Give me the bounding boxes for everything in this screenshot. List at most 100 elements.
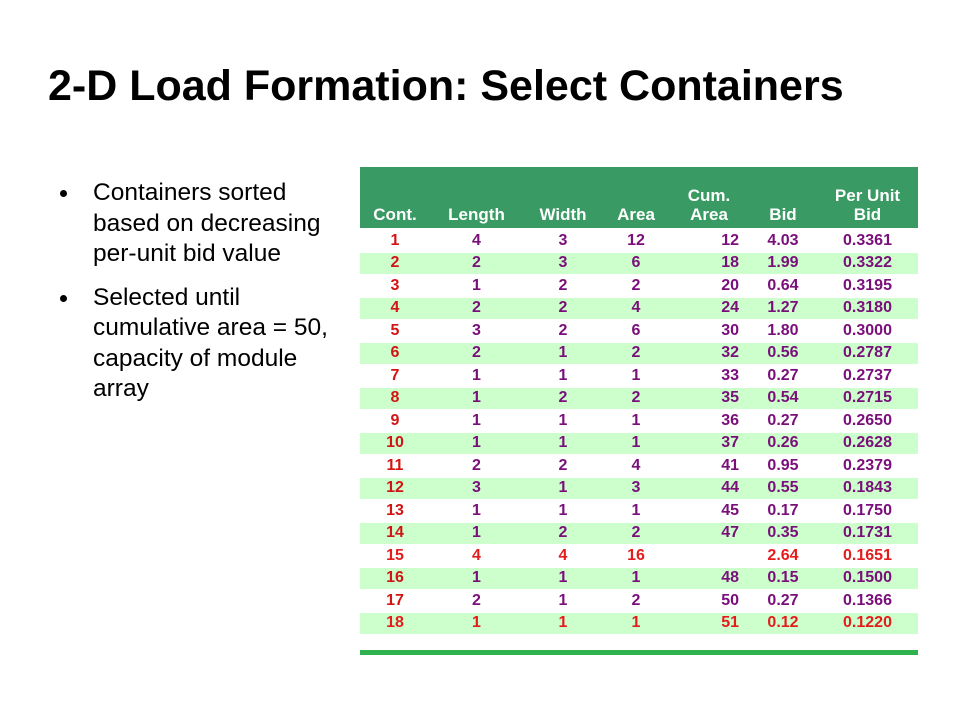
cell-area: 2 xyxy=(603,387,669,410)
cell-width: 2 xyxy=(523,387,603,410)
cell-cont: 1 xyxy=(360,230,430,253)
cell-per-unit-bid: 0.1651 xyxy=(817,545,918,568)
table-row: 3 1 2 2 20 0.64 0.3195 xyxy=(360,275,918,298)
header-width: Width xyxy=(523,167,603,230)
table-row: 1 4 3 12 12 4.03 0.3361 xyxy=(360,230,918,253)
cell-length: 1 xyxy=(430,365,523,388)
cell-length: 1 xyxy=(430,275,523,298)
cell-width: 1 xyxy=(523,612,603,635)
cell-width: 3 xyxy=(523,230,603,253)
table-row: 5 3 2 6 30 1.80 0.3000 xyxy=(360,320,918,343)
bullet-item: Selected until cumulative area = 50, cap… xyxy=(60,283,335,405)
cell-length: 1 xyxy=(430,432,523,455)
cell-length: 1 xyxy=(430,410,523,433)
cell-width: 2 xyxy=(523,275,603,298)
header-cont: Cont. xyxy=(360,167,430,230)
cell-cum-area: 36 xyxy=(669,410,749,433)
header-length: Length xyxy=(430,167,523,230)
cell-cont: 6 xyxy=(360,342,430,365)
cell-bid: 0.27 xyxy=(749,410,817,433)
cell-area: 4 xyxy=(603,455,669,478)
cell-area: 2 xyxy=(603,275,669,298)
cell-bid: 0.56 xyxy=(749,342,817,365)
bullet-text: Selected until cumulative area = 50, cap… xyxy=(93,283,328,403)
bullet-dot-icon xyxy=(60,294,67,302)
table-bottom-bar xyxy=(360,650,918,655)
cell-width: 1 xyxy=(523,432,603,455)
cell-per-unit-bid: 0.3000 xyxy=(817,320,918,343)
cell-bid: 4.03 xyxy=(749,230,817,253)
cell-bid: 0.55 xyxy=(749,477,817,500)
cell-width: 1 xyxy=(523,567,603,590)
cell-length: 1 xyxy=(430,612,523,635)
cell-area: 2 xyxy=(603,522,669,545)
cell-length: 1 xyxy=(430,387,523,410)
cell-per-unit-bid: 0.2787 xyxy=(817,342,918,365)
cell-length: 4 xyxy=(430,545,523,568)
cell-area: 3 xyxy=(603,477,669,500)
cell-length: 2 xyxy=(430,342,523,365)
cell-cont: 8 xyxy=(360,387,430,410)
cell-bid: 0.12 xyxy=(749,612,817,635)
cell-area: 12 xyxy=(603,230,669,253)
cell-area: 2 xyxy=(603,342,669,365)
cell-cum-area: 30 xyxy=(669,320,749,343)
cell-per-unit-bid: 0.2737 xyxy=(817,365,918,388)
cell-cum-area: 24 xyxy=(669,297,749,320)
cell-width: 1 xyxy=(523,477,603,500)
cell-per-unit-bid: 0.1731 xyxy=(817,522,918,545)
cell-bid: 1.99 xyxy=(749,252,817,275)
cell-bid: 0.26 xyxy=(749,432,817,455)
cell-bid: 0.54 xyxy=(749,387,817,410)
header-cum-area: Cum. Area xyxy=(669,167,749,230)
cell-length: 2 xyxy=(430,297,523,320)
cell-cum-area: 48 xyxy=(669,567,749,590)
cell-cum-area: 41 xyxy=(669,455,749,478)
cell-area: 6 xyxy=(603,320,669,343)
cell-area: 16 xyxy=(603,545,669,568)
cell-cont: 7 xyxy=(360,365,430,388)
cell-width: 1 xyxy=(523,410,603,433)
cell-length: 1 xyxy=(430,500,523,523)
header-per-unit-bid: Per Unit Bid xyxy=(817,167,918,230)
cell-cum-area: 51 xyxy=(669,612,749,635)
cell-per-unit-bid: 0.1500 xyxy=(817,567,918,590)
cell-cont: 16 xyxy=(360,567,430,590)
cell-cum-area: 45 xyxy=(669,500,749,523)
table-row: 9 1 1 1 36 0.27 0.2650 xyxy=(360,410,918,433)
header-area: Area xyxy=(603,167,669,230)
cell-cum-area: 47 xyxy=(669,522,749,545)
bullet-text: Containers sorted based on decreasing pe… xyxy=(93,179,321,267)
cell-length: 2 xyxy=(430,455,523,478)
cell-per-unit-bid: 0.2650 xyxy=(817,410,918,433)
cell-per-unit-bid: 0.1750 xyxy=(817,500,918,523)
cell-cont: 5 xyxy=(360,320,430,343)
cell-per-unit-bid: 0.1220 xyxy=(817,612,918,635)
cell-cont: 4 xyxy=(360,297,430,320)
cell-bid: 0.35 xyxy=(749,522,817,545)
cell-length: 2 xyxy=(430,590,523,613)
cell-area: 4 xyxy=(603,297,669,320)
table-row: 15 4 4 16 2.64 0.1651 xyxy=(360,545,918,568)
cell-area: 1 xyxy=(603,500,669,523)
table-row: 10 1 1 1 37 0.26 0.2628 xyxy=(360,432,918,455)
cell-cum-area: 12 xyxy=(669,230,749,253)
cell-cont: 9 xyxy=(360,410,430,433)
cell-cum-area: 35 xyxy=(669,387,749,410)
slide-title: 2-D Load Formation: Select Containers xyxy=(48,62,844,110)
cell-length: 3 xyxy=(430,320,523,343)
cell-cum-area: 32 xyxy=(669,342,749,365)
cell-width: 3 xyxy=(523,252,603,275)
cell-cont: 18 xyxy=(360,612,430,635)
cell-width: 1 xyxy=(523,365,603,388)
cell-area: 6 xyxy=(603,252,669,275)
cell-length: 4 xyxy=(430,230,523,253)
cell-per-unit-bid: 0.3361 xyxy=(817,230,918,253)
cell-length: 2 xyxy=(430,252,523,275)
header-bid: Bid xyxy=(749,167,817,230)
table-row: 18 1 1 1 51 0.12 0.1220 xyxy=(360,612,918,635)
cell-area: 1 xyxy=(603,612,669,635)
cell-cont: 15 xyxy=(360,545,430,568)
bullet-list: Containers sorted based on decreasing pe… xyxy=(60,178,335,418)
cell-cum-area: 20 xyxy=(669,275,749,298)
